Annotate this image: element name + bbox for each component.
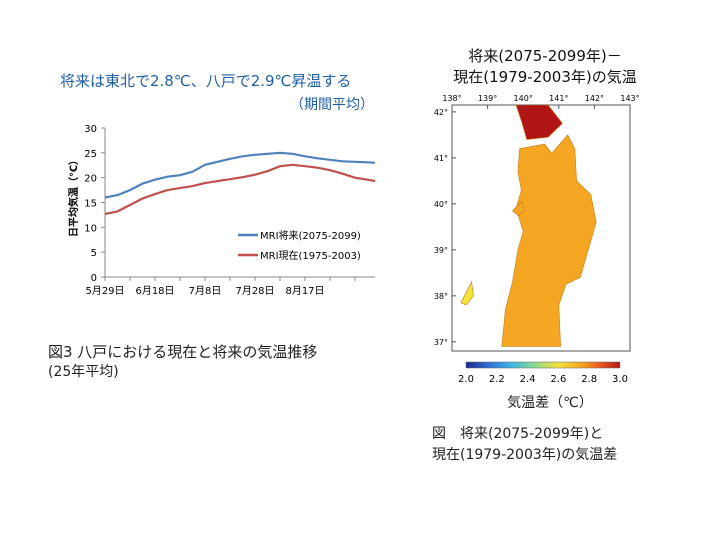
temperature-difference-map: 138° 139° 140° 141° 142° 143° 42° 41° 40° 39° 38° 3…: [434, 94, 640, 385]
chart-headline: 将来は東北で2.8℃、八戸で2.9℃昇温する: [60, 72, 352, 90]
y-tick-label: 20: [84, 174, 97, 185]
map-region-3: [460, 281, 474, 306]
x-tick-label: 7月8日: [189, 285, 222, 297]
map-caption-line2: 現在(1979-2003年)の気温差: [432, 447, 618, 463]
map-caption: 図 将来(2075-2099年)と 現在(1979-2003年)の気温差: [432, 424, 617, 466]
map-region-1: [501, 134, 597, 347]
x-tick-label: 7月28日: [235, 285, 274, 297]
x-tick-label: 6月18日: [135, 285, 174, 297]
map-lon-label: 140°: [514, 94, 533, 103]
colorbar-tick-label: 2.6: [550, 374, 566, 385]
y-tick-label: 10: [84, 223, 97, 234]
map-lon-label: 141°: [549, 94, 568, 103]
chart-subheadline: （期間平均）: [290, 97, 374, 113]
y-tick-label: 30: [84, 124, 97, 135]
map-lon-label: 142°: [585, 94, 604, 103]
series-line-present: [104, 163, 376, 215]
series-line-future: [104, 151, 376, 199]
y-tick-label: 0: [91, 273, 97, 284]
chart-caption: 図3 八戸における現在と将来の気温推移 (25年平均): [48, 342, 317, 382]
colorbar: [465, 361, 621, 369]
map-region-2: [512, 201, 526, 216]
map-title-line2: 現在(1979-2003年)の気温: [453, 68, 637, 86]
y-tick-label: 15: [84, 199, 97, 210]
map-title: 将来(2075-2099年)－ 現在(1979-2003年)の気温: [420, 46, 670, 88]
map-lon-label: 139°: [478, 94, 497, 103]
map-lat-label: 42°: [434, 108, 448, 117]
colorbar-tick-label: 2.8: [581, 374, 597, 385]
colorbar-tick-label: 3.0: [612, 374, 628, 385]
map-lon-label: 138°: [442, 94, 461, 103]
map-lat-label: 41°: [434, 154, 448, 163]
x-tick-label: 5月29日: [85, 285, 124, 297]
colorbar-tick-label: 2.0: [458, 374, 474, 385]
temperature-line-chart: 0 5 10 15 20 25 30 5月29日 6月18日 7月8日 7月28日 8月17日 日平均…: [67, 124, 376, 297]
legend-label-future: MRI将来(2075-2099): [260, 230, 361, 242]
map-lat-label: 40°: [434, 200, 448, 209]
map-lat-label: 39°: [434, 246, 448, 255]
y-axis-label: 日平均気温（℃）: [67, 155, 80, 237]
map-lat-label: 38°: [434, 292, 448, 301]
y-tick-label: 25: [84, 149, 97, 160]
legend-label-present: MRI現在(1975-2003): [260, 250, 361, 262]
map-lon-label: 143°: [620, 94, 639, 103]
colorbar-tick-label: 2.2: [489, 374, 505, 385]
map-region-0: [515, 105, 563, 140]
map-title-line1: 将来(2075-2099年)－: [468, 47, 622, 65]
chart-caption-line1: 図3 八戸における現在と将来の気温推移: [48, 343, 318, 361]
y-tick-label: 5: [91, 248, 97, 259]
x-tick-label: 8月17日: [285, 285, 324, 297]
colorbar-title: 気温差（℃）: [507, 395, 593, 411]
map-caption-line1: 図 将来(2075-2099年)と: [432, 426, 604, 442]
chart-caption-line2: (25年平均): [48, 364, 119, 380]
colorbar-tick-label: 2.4: [520, 374, 536, 385]
map-lat-label: 37°: [434, 338, 448, 347]
